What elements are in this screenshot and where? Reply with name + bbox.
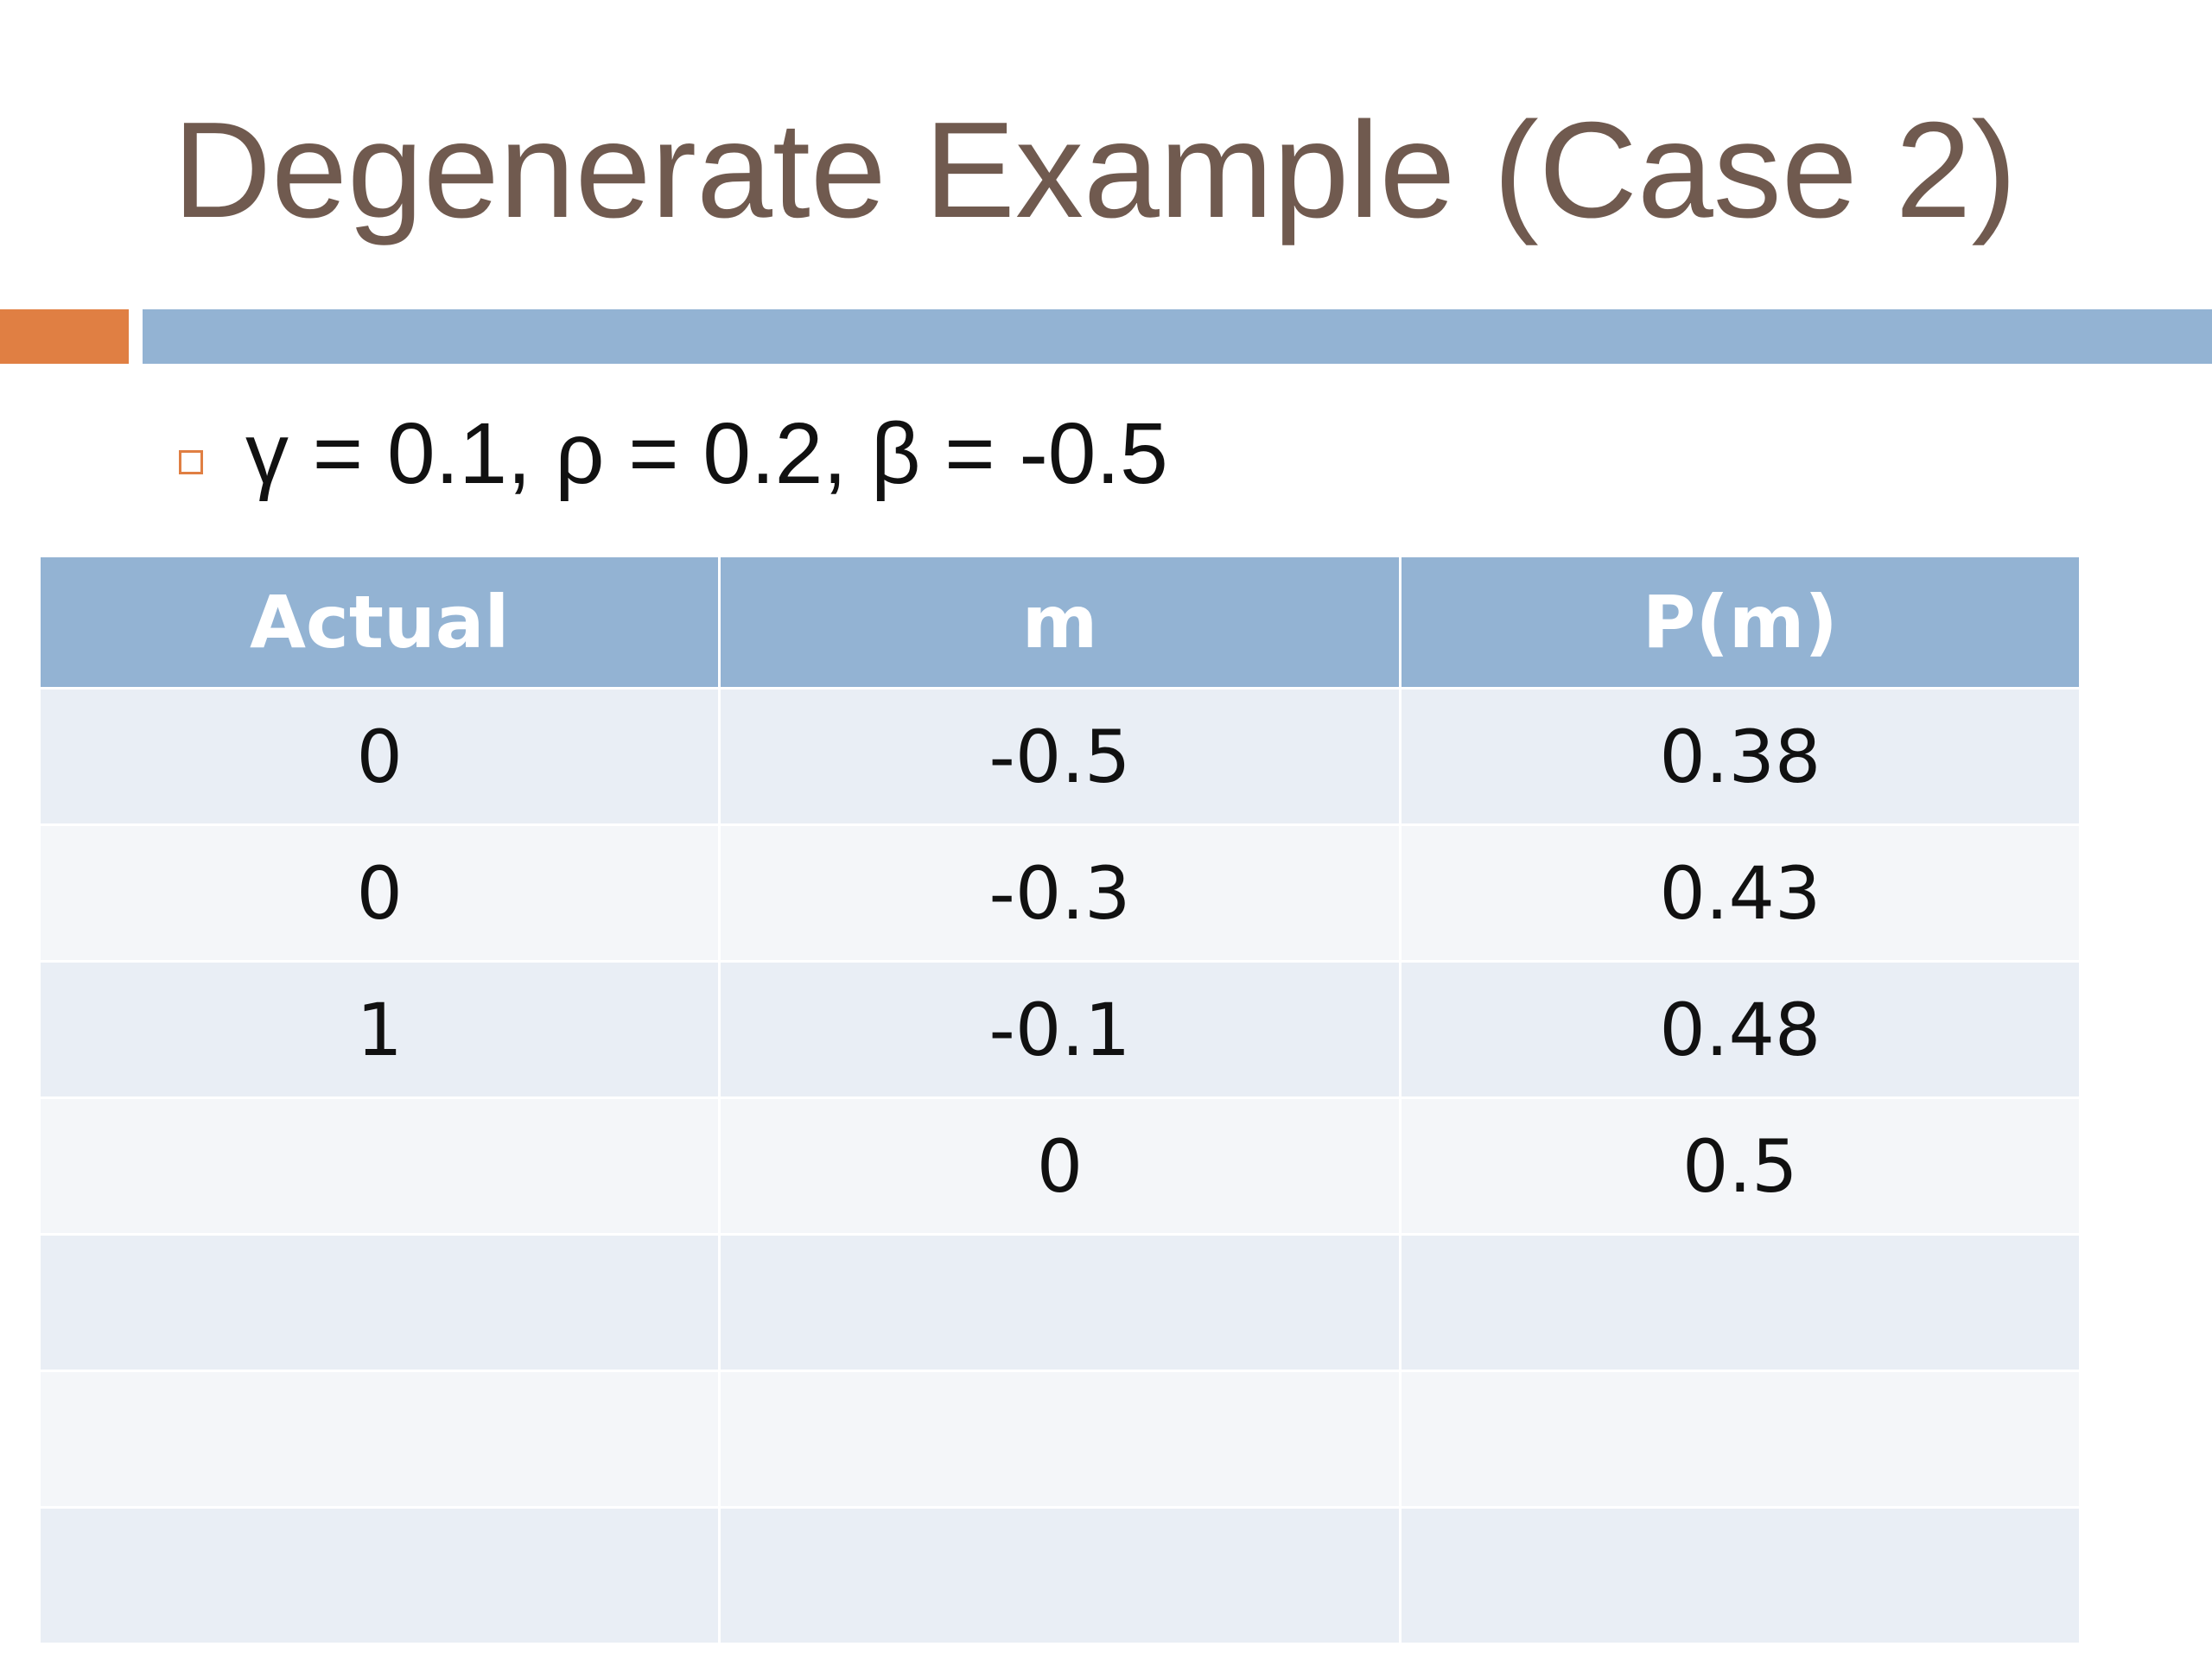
table-cell: -0.3 xyxy=(718,823,1402,963)
table-cell: -0.5 xyxy=(718,687,1402,826)
table-cell: 0 xyxy=(718,1096,1402,1236)
table-row: 0 -0.5 0.38 xyxy=(37,687,2082,826)
table-cell: 0.43 xyxy=(1398,823,2082,963)
table-cell xyxy=(37,1506,721,1645)
table-cell: 0.48 xyxy=(1398,960,2082,1099)
accent-bar xyxy=(0,309,129,364)
table-row: 0 -0.3 0.43 xyxy=(37,823,2082,963)
bullet-text: γ = 0.1, ρ = 0.2, β = -0.5 xyxy=(245,405,1168,502)
table-row xyxy=(37,1370,2082,1509)
table-row xyxy=(37,1506,2082,1645)
table-cell xyxy=(718,1370,1402,1509)
table-cell xyxy=(1398,1506,2082,1645)
data-table: Actual m P(m) 0 -0.5 0.38 0 -0.3 0.43 1 -0.1 0.48 0… xyxy=(37,555,2082,1645)
table-cell: -0.1 xyxy=(718,960,1402,1099)
header-cell: Actual xyxy=(37,555,721,690)
table-cell xyxy=(37,1096,721,1236)
table-row: 0 0.5 xyxy=(37,1096,2082,1236)
table-cell: 0.5 xyxy=(1398,1096,2082,1236)
table-row: 1 -0.1 0.48 xyxy=(37,960,2082,1099)
table-cell xyxy=(37,1370,721,1509)
table-cell xyxy=(718,1506,1402,1645)
table-cell: 0 xyxy=(37,687,721,826)
header-cell: m xyxy=(718,555,1402,690)
header-cell: P(m) xyxy=(1398,555,2082,690)
table-cell xyxy=(1398,1370,2082,1509)
table-cell xyxy=(37,1233,721,1372)
table-body: 0 -0.5 0.38 0 -0.3 0.43 1 -0.1 0.48 0 0.5 xyxy=(37,687,2082,1645)
table-cell: 1 xyxy=(37,960,721,1099)
bullet-marker xyxy=(179,450,203,474)
table-row xyxy=(37,1233,2082,1372)
table-cell xyxy=(1398,1233,2082,1372)
table-cell: 0 xyxy=(37,823,721,963)
title-rule xyxy=(143,309,2212,364)
table-cell xyxy=(718,1233,1402,1372)
header-row: Actual m P(m) xyxy=(37,555,2082,690)
table-cell: 0.38 xyxy=(1398,687,2082,826)
slide-title: Degenerate Example (Case 2) xyxy=(173,94,2018,246)
